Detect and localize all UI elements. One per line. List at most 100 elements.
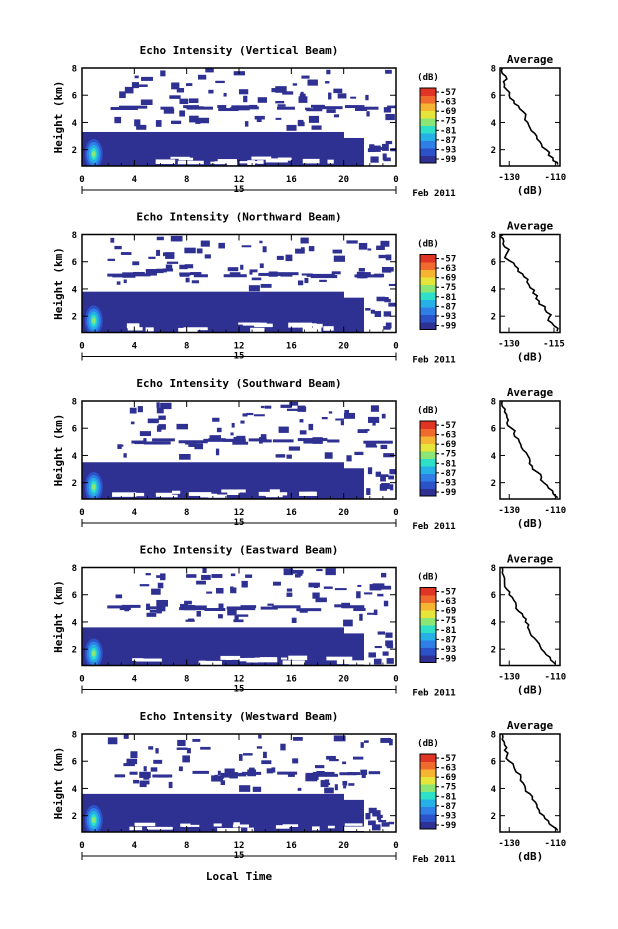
stripe-echo [232, 106, 259, 110]
colorbar-tick-label: -63 [440, 597, 456, 607]
stripe-echo [331, 271, 341, 275]
upper-echo [179, 274, 190, 277]
echo-layer-tail [344, 468, 364, 499]
upper-echo [243, 95, 248, 103]
stripe-echo [272, 605, 301, 609]
upper-echo [119, 444, 124, 447]
colorbar-tick-label: -93 [440, 645, 456, 655]
stripe-echo [122, 272, 142, 276]
upper-echo [364, 740, 369, 743]
echo-gap [288, 655, 308, 661]
colorbar-tick-label: -75 [440, 616, 456, 626]
echo-speckle [389, 484, 394, 491]
upper-echo [259, 263, 264, 269]
upper-echo [316, 568, 323, 572]
echo-speckle [368, 652, 377, 658]
upper-echo [220, 780, 226, 786]
upper-echo [170, 235, 183, 242]
upper-echo [367, 248, 372, 251]
echo-speckle [381, 822, 390, 827]
echo-gap [312, 826, 320, 831]
colorbar-segment [420, 799, 436, 807]
echo-speckle [368, 820, 376, 826]
upper-echo [260, 405, 265, 409]
upper-echo [376, 245, 385, 251]
echo-layer [82, 793, 344, 832]
echo-layer-tail [344, 297, 364, 333]
stripe-echo [240, 605, 257, 609]
upper-echo [258, 734, 262, 739]
echo-gap [126, 323, 140, 329]
colorbar-tick-label: -57 [440, 754, 456, 764]
stripe-echo [152, 438, 175, 442]
colorbar-tick-label: -99 [440, 655, 456, 665]
stripe-echo [306, 273, 335, 277]
upper-echo [224, 768, 235, 776]
avg-y-tick-label: 4 [491, 452, 497, 462]
colorbar-tick-label: -69 [440, 440, 456, 450]
upper-echo [186, 748, 191, 754]
colorbar-segment [420, 254, 436, 263]
upper-echo [156, 249, 161, 256]
colorbar-segment [420, 610, 436, 618]
upper-echo [292, 737, 303, 741]
upper-echo [360, 769, 368, 776]
average-title: Average [507, 719, 554, 732]
upper-echo [188, 98, 199, 104]
stripe-echo [114, 774, 126, 778]
heatmap-cells [82, 235, 396, 333]
colorbar-tick-label: -81 [440, 126, 456, 136]
upper-echo [275, 86, 287, 93]
upper-echo [267, 603, 274, 606]
avg-x-tick-label: -110 [545, 506, 567, 516]
upper-echo [278, 426, 289, 433]
x-tick-label: 4 [132, 342, 138, 352]
colorbar-unit: (dB) [417, 739, 439, 749]
colorbar-segment [420, 436, 436, 444]
upper-echo [248, 767, 255, 773]
upper-echo [319, 279, 327, 282]
x-tick-label: 20 [338, 508, 349, 518]
upper-echo [328, 92, 332, 100]
upper-echo [271, 88, 279, 93]
y-tick-label: 6 [72, 758, 77, 768]
date-label: Feb 2011 [412, 189, 455, 199]
echo-speckle [380, 476, 386, 482]
upper-echo [139, 584, 150, 587]
colorbar-segment [420, 307, 436, 315]
stripe-echo [305, 773, 315, 777]
colorbar-segment [420, 95, 436, 104]
upper-echo [308, 246, 315, 252]
stripe-echo [361, 106, 379, 110]
upper-echo [165, 252, 175, 259]
echo-speckle [388, 475, 394, 480]
upper-echo [298, 96, 308, 103]
stripe-echo [183, 105, 200, 109]
y-tick-label: 2 [72, 479, 77, 489]
colorbar-segment [420, 806, 436, 815]
upper-echo [388, 283, 396, 286]
x-tick-label: 0 [79, 175, 84, 185]
echo-gap [210, 161, 225, 164]
upper-echo [230, 432, 234, 436]
upper-echo [143, 766, 147, 772]
day-label: 15 [234, 851, 245, 861]
upper-echo [186, 83, 190, 87]
upper-echo [218, 614, 223, 619]
x-tick-label: 20 [338, 342, 349, 352]
upper-echo [286, 588, 293, 592]
upper-echo [110, 237, 115, 243]
stripe-echo [181, 605, 207, 609]
upper-echo [227, 608, 237, 616]
upper-echo [153, 759, 163, 764]
echo-gap [257, 160, 264, 164]
echo-gap [302, 327, 322, 333]
upper-echo [259, 240, 263, 244]
upper-echo [308, 115, 320, 123]
echo-gap [264, 493, 283, 498]
upper-echo [234, 615, 239, 622]
upper-echo [217, 770, 221, 776]
stripe-echo [153, 441, 166, 445]
colorbar-tick-label: -93 [440, 145, 456, 155]
stripe-echo [226, 606, 247, 610]
